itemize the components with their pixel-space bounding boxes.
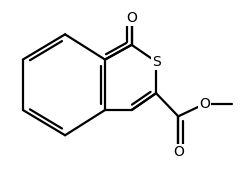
Text: O: O bbox=[126, 11, 137, 25]
Text: O: O bbox=[173, 145, 184, 159]
Text: S: S bbox=[152, 55, 160, 69]
Text: O: O bbox=[200, 97, 210, 111]
